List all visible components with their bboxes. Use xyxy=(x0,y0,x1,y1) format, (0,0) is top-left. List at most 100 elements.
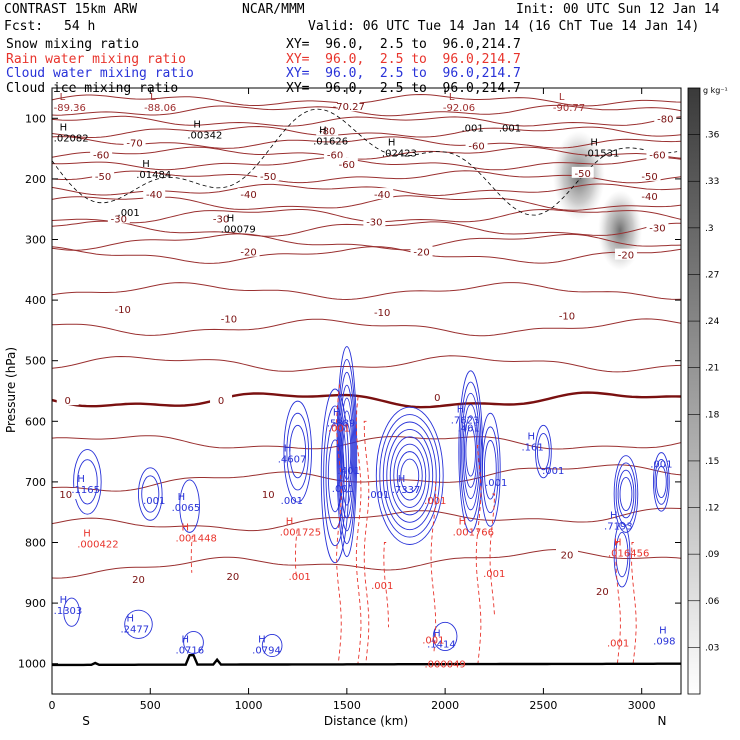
extremum-marker: H xyxy=(433,628,441,639)
center-title: NCAR/MMM xyxy=(242,2,305,17)
extremum-value: .7623 xyxy=(451,415,480,426)
extremum-value: -89.36 xyxy=(54,103,86,114)
isotherm-label: -20 xyxy=(618,251,634,262)
extremum-value: .0065 xyxy=(172,503,201,514)
colorbar-tick-label: .09 xyxy=(705,550,720,560)
cloud-water-contour xyxy=(458,370,483,533)
extremum-marker: H xyxy=(126,613,134,624)
contour-value-label: .001 xyxy=(462,123,484,134)
extremum-value: -92.06 xyxy=(443,103,475,114)
cloud-water-contour xyxy=(617,469,635,519)
forecast-hours: 54 h xyxy=(64,19,96,34)
cloud-water-contour xyxy=(400,458,420,494)
rain-water-contour xyxy=(631,542,637,664)
cloud-water-contour xyxy=(615,531,629,578)
contour-value-label: .401 xyxy=(338,466,360,477)
x-tick-label: 2000 xyxy=(431,699,459,712)
isotherm-line xyxy=(52,355,681,373)
cloud-ice-contour xyxy=(52,108,678,216)
contour-value-label: .001 xyxy=(332,484,354,495)
cloud-water-contour xyxy=(261,633,283,658)
isotherm-label: 10 xyxy=(59,490,72,501)
isotherm-label: -20 xyxy=(240,248,256,259)
y-tick-label: 600 xyxy=(25,415,46,428)
isotherm-line xyxy=(52,157,681,171)
extremum-value: .0716 xyxy=(176,646,205,657)
cloud-water-contour xyxy=(613,455,639,533)
colorbar-tick-label: .15 xyxy=(705,457,719,467)
contour-value-label: .001 xyxy=(328,423,350,434)
extremum-value: .001766 xyxy=(453,527,494,538)
contour-value-label: .001 xyxy=(289,572,311,583)
extremum-marker: L xyxy=(150,92,156,103)
isotherm-label: -60 xyxy=(649,151,665,162)
extremum-value: -88.06 xyxy=(144,103,176,114)
isotherm-label: -20 xyxy=(413,248,429,259)
extremum-marker: H xyxy=(178,492,186,503)
extremum-value: .00079 xyxy=(221,224,256,235)
isotherm-label: -70.27 xyxy=(333,102,365,113)
rain-water-contour xyxy=(489,493,496,616)
isotherm-label: -60 xyxy=(93,151,109,162)
isotherm-label: -30 xyxy=(366,217,382,228)
cloud-water-contour xyxy=(63,597,81,627)
extremum-marker: H xyxy=(333,407,341,418)
y-tick-label: 400 xyxy=(25,294,46,307)
extremum-marker: H xyxy=(457,404,465,415)
extremum-marker: H xyxy=(182,635,190,646)
x-tick-label: 3000 xyxy=(628,699,656,712)
cloud-water-contour xyxy=(337,359,357,545)
rain-water-contour xyxy=(190,535,194,573)
cloud-water-contour xyxy=(183,630,204,655)
x-tick-label: 500 xyxy=(140,699,161,712)
forecast-label: Fcst: xyxy=(4,19,44,34)
extremum-value: .01484 xyxy=(136,170,171,181)
isotherm-label: -30 xyxy=(213,214,229,225)
isotherm-label: -60 xyxy=(327,151,343,162)
extremum-marker: H xyxy=(286,516,294,527)
cloud-water-contour xyxy=(464,415,478,488)
isotherm-label: 20 xyxy=(561,551,574,562)
extremum-value: .7337 xyxy=(392,485,421,496)
cloud-water-contour xyxy=(535,424,552,479)
valid-time: Valid: 06 UTC Tue 14 Jan 14 (16 ChT Tue … xyxy=(308,19,700,34)
rain-water-contour xyxy=(430,481,437,652)
isotherm-label: -30 xyxy=(649,223,665,234)
isotherm-label: -40 xyxy=(240,190,256,201)
y-tick-label: 800 xyxy=(25,537,46,550)
x-tick-label: 0 xyxy=(49,699,56,712)
y-tick-label: 900 xyxy=(25,597,46,610)
colorbar-tick-label: .06 xyxy=(705,597,720,607)
contour-value-label: .001 xyxy=(483,569,505,580)
contour-value-label: .001 xyxy=(143,496,165,507)
x-axis-south-label: S xyxy=(82,714,90,728)
y-tick-label: 700 xyxy=(25,476,46,489)
extremum-marker: H xyxy=(590,138,598,149)
colorbar-tick-label: .27 xyxy=(705,270,719,280)
cloud-water-contour xyxy=(323,405,347,547)
isotherm-label: -50 xyxy=(641,172,657,183)
cloud-water-contour xyxy=(124,609,153,639)
field-name-cloud-water: Cloud water mixing ratio xyxy=(6,66,194,81)
isotherm-label: 0 xyxy=(218,396,224,407)
extremum-value: .161 xyxy=(521,443,543,454)
colorbar-unit: g kg⁻¹ xyxy=(703,86,728,95)
colorbar xyxy=(687,87,701,695)
isotherm-line xyxy=(52,136,681,149)
extremum-value: .001725 xyxy=(280,527,321,538)
extremum-marker: L xyxy=(60,92,66,103)
plot-frame xyxy=(51,87,682,695)
contour-value-label: .001 xyxy=(371,581,393,592)
cloud-water-contour xyxy=(286,412,309,491)
cloud-water-contour xyxy=(73,449,102,515)
isotherm-label: 10 xyxy=(262,490,275,501)
cloud-water-contour xyxy=(465,426,476,477)
contour-value-label: .001 xyxy=(542,466,564,477)
cloud-water-contour xyxy=(320,388,350,564)
extremum-value: .1414 xyxy=(427,639,456,650)
y-tick-label: 200 xyxy=(25,173,46,186)
extremum-marker: L xyxy=(449,92,455,103)
extremum-marker: H xyxy=(77,474,85,485)
contour-value-label: .001 xyxy=(607,638,629,649)
isotherm-line xyxy=(52,125,681,139)
